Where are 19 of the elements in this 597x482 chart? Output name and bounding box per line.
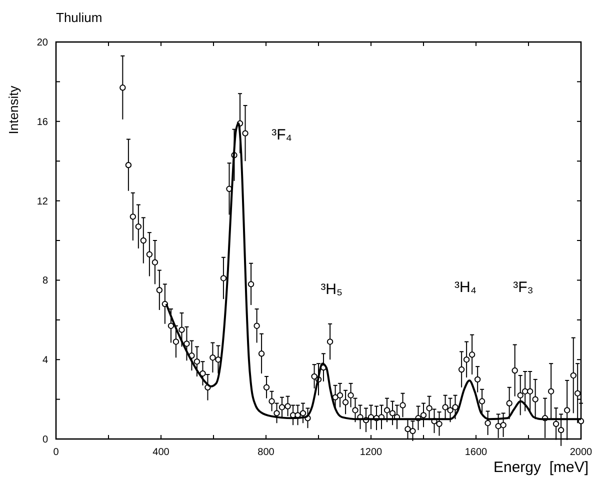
x-tick-label: 2000 [570, 447, 593, 458]
annotation: ³H₄ [454, 279, 476, 296]
annotation: ³F₃ [513, 279, 534, 296]
y-axis-title: Intensity [6, 85, 21, 134]
y-tick-label: 12 [36, 196, 48, 208]
y-tick-label: 4 [42, 355, 48, 366]
x-tick-label: 0 [53, 447, 60, 458]
x-axis-title: Energy [meV] [493, 459, 589, 476]
annotation: ³H₅ [320, 281, 343, 298]
y-tick-label: 8 [42, 276, 48, 287]
y-tick-label: 0 [42, 434, 48, 446]
y-tick-label: 16 [36, 116, 48, 128]
chart-title: Thulium [56, 10, 102, 25]
x-tick-label: 400 [152, 447, 170, 458]
x-tick-label: 1200 [360, 447, 383, 458]
x-tick-label: 800 [258, 447, 275, 458]
x-tick-label: 1600 [464, 447, 488, 458]
y-tick-label: 20 [36, 38, 48, 48]
annotation: ³F₄ [272, 126, 292, 144]
